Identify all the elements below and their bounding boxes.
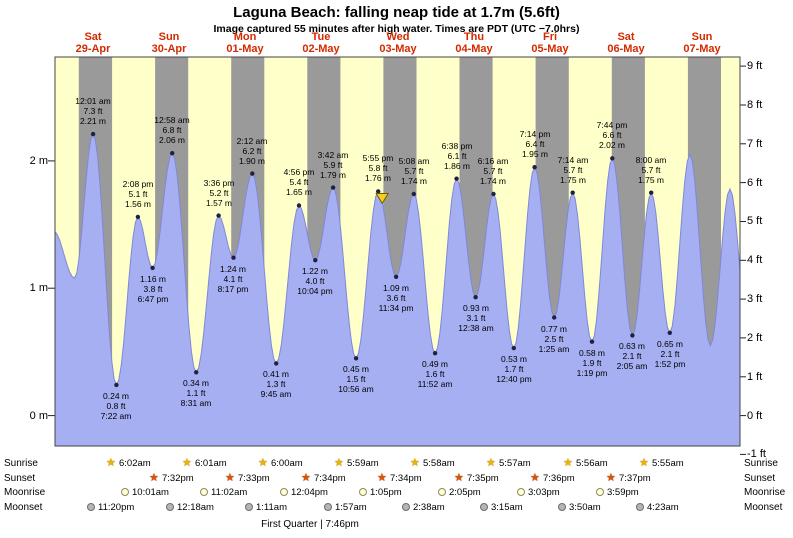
tide-extreme-dot <box>274 361 279 366</box>
tide-extreme-dot <box>114 382 119 388</box>
tide-extreme-dot <box>90 131 96 137</box>
tide-curve-line <box>54 132 741 387</box>
plot-border <box>54 56 741 447</box>
tide-extreme-dot <box>393 274 399 279</box>
tide-extreme-dot <box>170 151 175 156</box>
tide-extreme-dot <box>250 171 255 176</box>
tide-extreme-dot <box>411 191 416 197</box>
tide-extreme-dot <box>313 258 318 263</box>
tide-extreme-dot <box>473 295 478 300</box>
tide-extreme-dot <box>511 345 516 351</box>
tide-extreme-dot <box>589 339 595 344</box>
tide-extreme-dot <box>667 330 672 335</box>
tide-extreme-dot <box>231 255 236 260</box>
tide-extreme-dot <box>353 356 359 361</box>
tide-extreme-dot <box>491 191 496 197</box>
tide-extreme-dot <box>194 370 199 375</box>
tide-extreme-dot <box>532 165 537 170</box>
tide-extreme-dot <box>296 203 302 208</box>
tide-extreme-dot <box>610 156 615 161</box>
tide-extreme-dot <box>552 315 557 320</box>
tide-extreme-dot <box>216 213 221 218</box>
page-title: Laguna Beach: falling neap tide at 1.7m … <box>233 4 560 21</box>
tide-extreme-dot <box>432 351 438 356</box>
tide-extreme-dot <box>135 214 141 220</box>
tide-extreme-dot <box>376 189 381 194</box>
page-subtitle: Image captured 55 minutes after high wat… <box>213 23 580 35</box>
tide-extreme-dot <box>150 265 155 271</box>
tide-curve-area <box>55 134 740 446</box>
moon-phase-label: First Quarter | 7:46pm <box>261 519 359 530</box>
tide-extreme-dot <box>330 185 336 190</box>
tide-extreme-dot <box>649 190 654 195</box>
tide-extreme-dot <box>570 190 575 195</box>
tide-extreme-dot <box>630 333 635 338</box>
tide-extreme-dot <box>454 176 459 181</box>
current-time-marker <box>375 192 390 205</box>
